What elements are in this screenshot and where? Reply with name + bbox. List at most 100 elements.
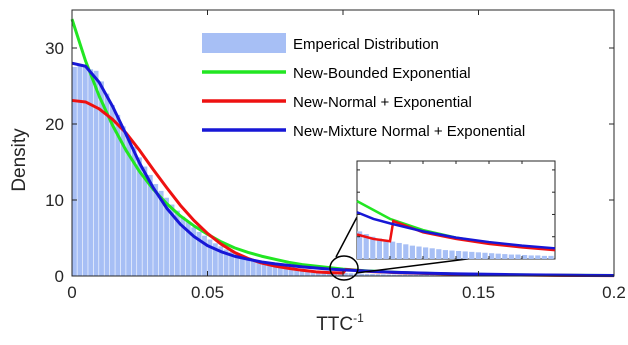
histogram-bar xyxy=(126,137,132,276)
y-tick-label: 20 xyxy=(45,115,64,134)
inset-histogram-bar xyxy=(383,240,389,259)
histogram-bar xyxy=(115,114,121,276)
histogram-bar xyxy=(82,66,88,277)
inset-histogram-bar xyxy=(403,244,409,259)
histogram-bar xyxy=(234,253,240,276)
histogram-bar xyxy=(299,269,305,276)
inset-histogram-bars xyxy=(357,231,554,259)
histogram-bar xyxy=(164,197,169,276)
histogram-bar xyxy=(245,258,251,276)
histogram-bar xyxy=(158,190,164,276)
inset-histogram-bar xyxy=(370,236,376,259)
histogram-bar xyxy=(283,267,289,276)
x-axis-label-main: TTC xyxy=(316,314,353,335)
histogram-bar xyxy=(142,166,148,276)
histogram-bar xyxy=(348,273,354,276)
inset-histogram-bar xyxy=(548,255,554,259)
inset-histogram-bar xyxy=(522,254,528,259)
inset-histogram-bar xyxy=(436,249,442,259)
histogram-bar xyxy=(337,272,343,276)
histogram-bar xyxy=(294,269,300,276)
inset-histogram-bar xyxy=(442,250,448,259)
histogram-bar xyxy=(180,216,186,276)
histogram-bar xyxy=(326,272,332,276)
histogram-bar xyxy=(397,274,403,276)
inset-histogram-bar xyxy=(423,247,429,259)
histogram-bar xyxy=(250,260,256,276)
histogram-bar xyxy=(321,271,327,276)
inset-histogram-bar xyxy=(429,248,435,259)
histogram-bar xyxy=(305,270,310,276)
inset-series-lines xyxy=(356,199,556,252)
histogram-bar xyxy=(169,204,175,276)
x-tick-label: 0.1 xyxy=(331,283,355,302)
inset-histogram-bar xyxy=(462,251,468,259)
histogram-bar xyxy=(77,64,83,276)
legend-label-bounded-exponential: New-Bounded Exponential xyxy=(293,65,471,82)
histogram-bar xyxy=(153,184,159,276)
histogram-bar xyxy=(174,210,180,276)
inset-histogram-bar xyxy=(475,252,481,259)
histogram-bar xyxy=(207,239,213,276)
inset-histogram-bar xyxy=(376,238,382,259)
histogram-bar xyxy=(131,146,137,276)
histogram-bar xyxy=(256,261,262,276)
axis-ticks: 0 0.05 0.1 0.15 0.2 0 10 20 30 xyxy=(45,10,626,302)
histogram-bar xyxy=(413,274,419,276)
histogram-bar xyxy=(380,274,386,276)
y-tick-label: 10 xyxy=(45,191,64,210)
histogram-bar xyxy=(72,67,77,276)
histogram-bar xyxy=(212,243,218,276)
legend-label-normal-exponential: New-Normal + Exponential xyxy=(293,94,472,111)
histogram-bar xyxy=(223,249,229,276)
histogram-bar xyxy=(191,227,197,276)
x-tick-label: 0 xyxy=(67,283,76,302)
y-tick-label: 0 xyxy=(55,267,64,286)
x-axis-label-superscript: -1 xyxy=(353,311,364,325)
histogram-bar xyxy=(272,265,278,276)
histogram-bar xyxy=(88,69,94,276)
inset-histogram-bar xyxy=(482,252,488,259)
legend-label-mixture-normal-exponential: New-Mixture Normal + Exponential xyxy=(293,123,525,140)
histogram-bar xyxy=(359,273,365,276)
histogram-bar xyxy=(364,273,370,276)
inset-histogram-bar xyxy=(508,254,514,259)
histogram-bar xyxy=(332,272,337,276)
inset-histogram-bar xyxy=(528,255,534,259)
histogram-bars xyxy=(72,64,478,277)
legend-swatch-histogram xyxy=(202,33,286,53)
histogram-bar xyxy=(277,266,283,276)
inset-zoom-plot xyxy=(356,160,556,260)
zoom-connector-upper xyxy=(335,216,358,258)
histogram-bar xyxy=(402,274,408,276)
inset-histogram-bar xyxy=(357,231,363,259)
histogram-bar xyxy=(391,274,397,276)
y-axis-label: Density xyxy=(9,128,30,192)
histogram-bar xyxy=(202,235,207,276)
x-tick-label: 0.05 xyxy=(191,283,224,302)
inset-histogram-bar xyxy=(495,253,501,259)
histogram-bar xyxy=(386,274,392,276)
inset-series-line-3 xyxy=(356,211,556,250)
histogram-bar xyxy=(137,157,142,276)
inset-histogram-bar xyxy=(363,234,369,259)
histogram-bar xyxy=(408,274,413,276)
histogram-bar xyxy=(218,246,224,276)
inset-histogram-bar xyxy=(469,251,475,259)
histogram-bar xyxy=(229,251,234,276)
histogram-bar xyxy=(418,274,424,276)
y-tick-label: 30 xyxy=(45,39,64,58)
histogram-bar xyxy=(288,268,294,276)
inset-histogram-bar xyxy=(390,241,396,259)
histogram-bar xyxy=(196,231,202,276)
zoom-marker-circle xyxy=(329,255,359,281)
histogram-bar xyxy=(343,273,348,276)
inset-histogram-bar xyxy=(456,250,462,259)
legend: Emperical Distribution New-Bounded Expon… xyxy=(202,33,525,140)
inset-histogram-bar xyxy=(502,254,508,259)
histogram-bar xyxy=(120,126,126,276)
histogram-bar xyxy=(185,222,191,276)
histogram-bar xyxy=(375,274,381,276)
inset-histogram-bar xyxy=(396,242,402,259)
